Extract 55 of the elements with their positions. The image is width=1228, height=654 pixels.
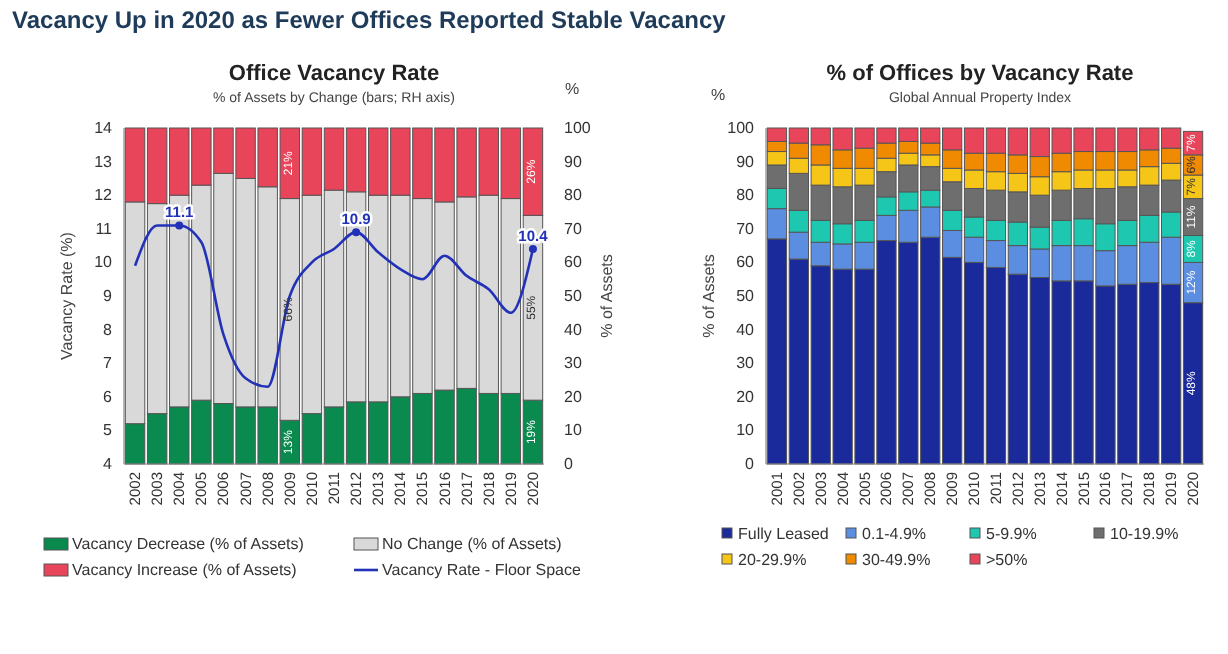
text: Vacancy Up in 2020 as Fewer Offices Reported Stable Vacancy xyxy=(12,6,727,34)
y-tick-label: 30 xyxy=(736,354,756,373)
y-tick-label: 20 xyxy=(736,387,756,406)
y-axis-title: % of Assets xyxy=(700,254,718,338)
legend-label: 0.1-4.9% xyxy=(862,525,927,543)
y-tick-label: 70 xyxy=(736,219,756,238)
y-tick-label: 40 xyxy=(736,320,756,339)
y-tick-label: 13 xyxy=(94,152,114,171)
y2-tick-label: 20 xyxy=(564,387,583,406)
y2-tick-label: 100 xyxy=(564,119,592,137)
y-tick-label: 6 xyxy=(103,387,114,406)
legend-label: 30-49.9% xyxy=(862,551,931,569)
y2-axis-title: % of Assets xyxy=(598,254,616,338)
y2-tick-label: 10 xyxy=(564,421,583,440)
y2-tick-label: 60 xyxy=(564,253,583,272)
y-tick-label: 0 xyxy=(745,455,756,473)
y2-tick-label: 0 xyxy=(564,455,574,473)
y-tick-label: 14 xyxy=(94,119,114,137)
y-tick-label: 60 xyxy=(736,253,756,272)
legend-label: Vacancy Decrease (% of Assets) xyxy=(72,535,305,553)
legend-label: >50% xyxy=(986,551,1028,569)
y2-tick-label: 90 xyxy=(564,152,583,171)
y-tick-label: 10 xyxy=(736,421,756,440)
y-tick-label: 10 xyxy=(94,253,114,272)
y-tick-label: 50 xyxy=(736,287,756,305)
y2-tick-label: 80 xyxy=(564,186,583,205)
legend-label: No Change (% of Assets) xyxy=(382,535,563,553)
y-tick-label: 80 xyxy=(736,186,756,205)
y2-tick-label: 40 xyxy=(564,320,583,339)
y-tick-label: 90 xyxy=(736,152,756,171)
y2-tick-label: 30 xyxy=(564,354,583,373)
y-tick-label: 4 xyxy=(103,455,114,473)
y-tick-label: 8 xyxy=(103,320,114,339)
y-tick-label: 9 xyxy=(103,287,114,305)
y2-tick-label: 50 xyxy=(564,287,583,305)
legend-label: Vacancy Rate - Floor Space xyxy=(382,561,583,579)
y-tick-label: 11 xyxy=(95,219,114,238)
y-axis-title: Vacancy Rate (%) xyxy=(58,231,76,360)
legend-label: Fully Leased xyxy=(738,525,829,543)
text: % xyxy=(564,80,580,98)
legend-label: 10-19.9% xyxy=(1110,525,1179,543)
y-tick-label: 12 xyxy=(94,186,114,205)
point xyxy=(352,228,361,237)
legend-label: 20-29.9% xyxy=(738,551,807,569)
point xyxy=(175,221,184,230)
text: % xyxy=(710,86,726,104)
legend-label: Vacancy Increase (% of Assets) xyxy=(72,561,298,579)
y-tick-label: 7 xyxy=(103,354,114,373)
legend-label: 5-9.9% xyxy=(986,525,1037,543)
y-tick-label: 5 xyxy=(103,421,114,440)
y2-tick-label: 70 xyxy=(564,219,583,238)
point xyxy=(528,244,537,253)
chart-title: % of Offices by Vacancy Rate xyxy=(826,62,1134,86)
y-tick-label: 100 xyxy=(727,119,756,137)
chart-title: Office Vacancy Rate xyxy=(228,62,440,86)
